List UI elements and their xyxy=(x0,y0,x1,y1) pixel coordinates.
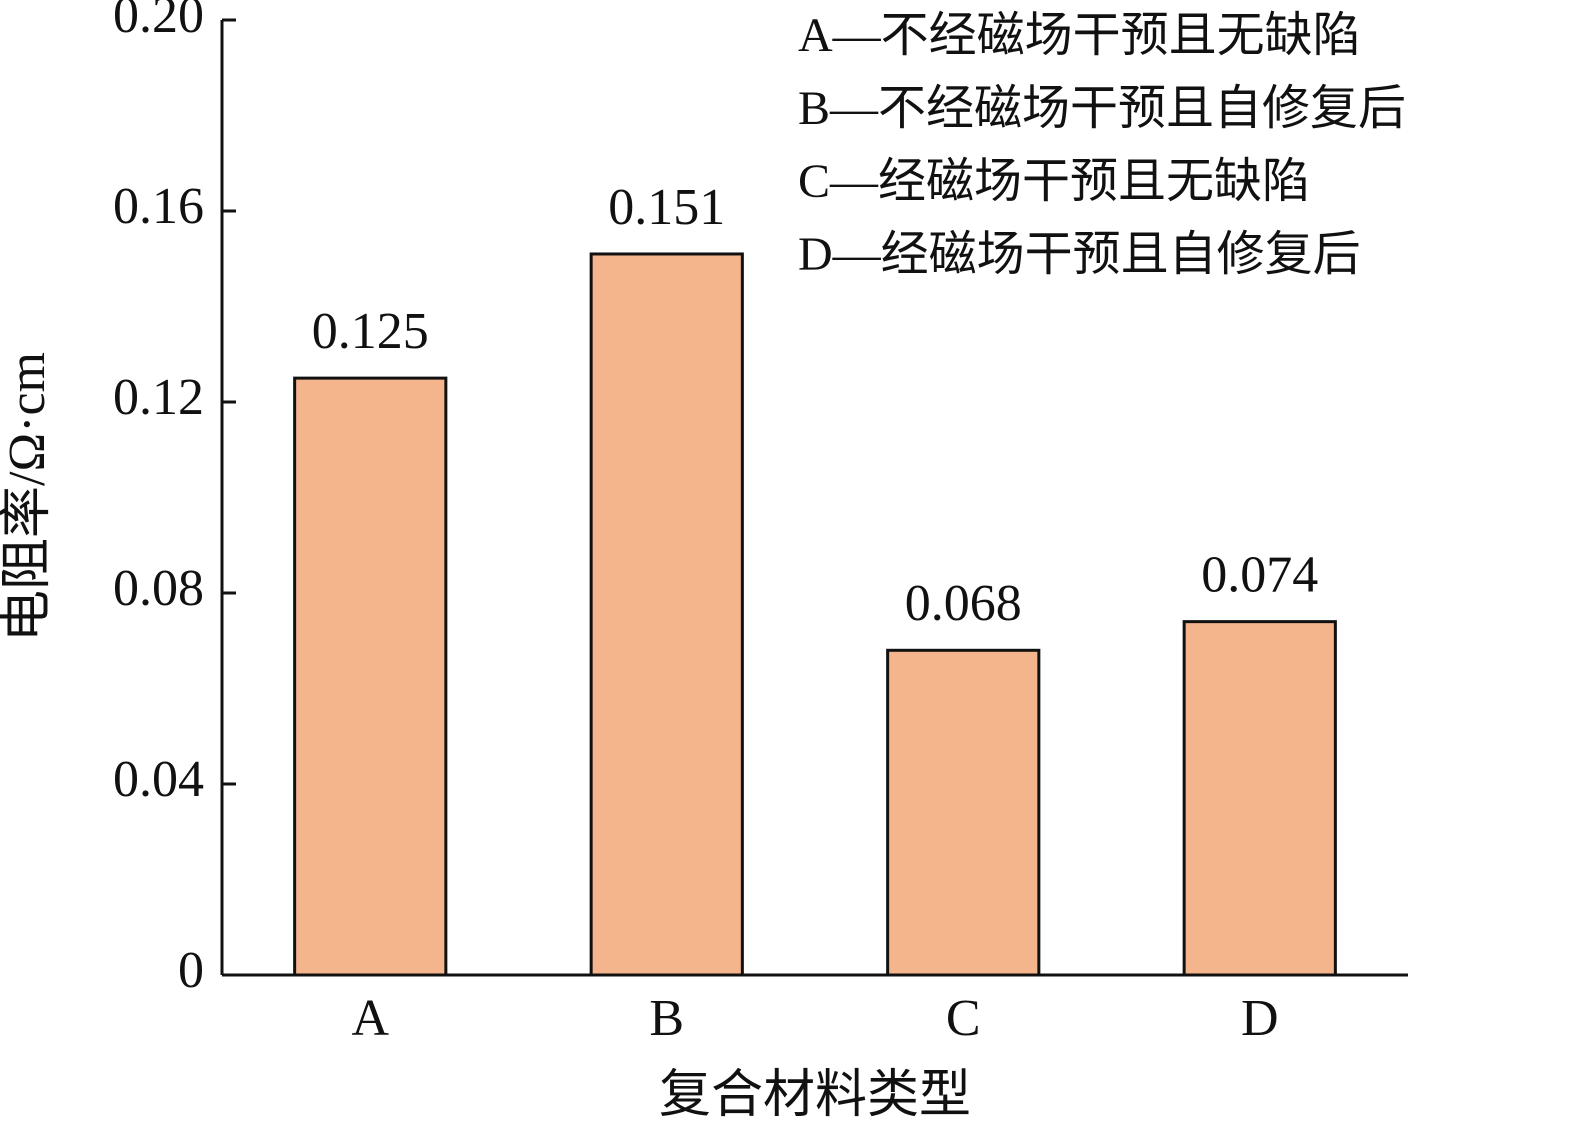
x-axis-label: 复合材料类型 xyxy=(659,1067,971,1124)
y-tick-label: 0 xyxy=(178,942,204,999)
y-tick-label: 0.08 xyxy=(113,560,204,617)
value-label: 0.068 xyxy=(905,575,1022,632)
y-tick-label: 0.20 xyxy=(113,0,204,44)
value-label: 0.074 xyxy=(1201,547,1318,604)
legend-note: D—经磁场干预且自修复后 xyxy=(798,228,1361,281)
value-label: 0.151 xyxy=(608,179,725,236)
bar xyxy=(589,252,744,977)
x-tick-label: D xyxy=(1241,990,1279,1047)
bar xyxy=(886,648,1041,977)
legend-note: A—不经磁场干预且无缺陷 xyxy=(798,9,1361,62)
x-tick-label: C xyxy=(946,990,981,1047)
y-axis-label: 电阻率/Ω·cm xyxy=(0,352,56,642)
legend-note: B—不经磁场干预且自修复后 xyxy=(798,82,1406,135)
legend-note: C—经磁场干预且无缺陷 xyxy=(798,155,1310,208)
y-tick-label: 0.16 xyxy=(113,178,204,235)
x-tick-label: B xyxy=(649,990,684,1047)
y-tick-label: 0.12 xyxy=(113,369,204,426)
bar xyxy=(293,376,448,977)
x-tick-label: A xyxy=(351,990,389,1047)
y-tick-label: 0.04 xyxy=(113,751,204,808)
bar xyxy=(1182,620,1337,977)
value-label: 0.125 xyxy=(312,303,429,360)
